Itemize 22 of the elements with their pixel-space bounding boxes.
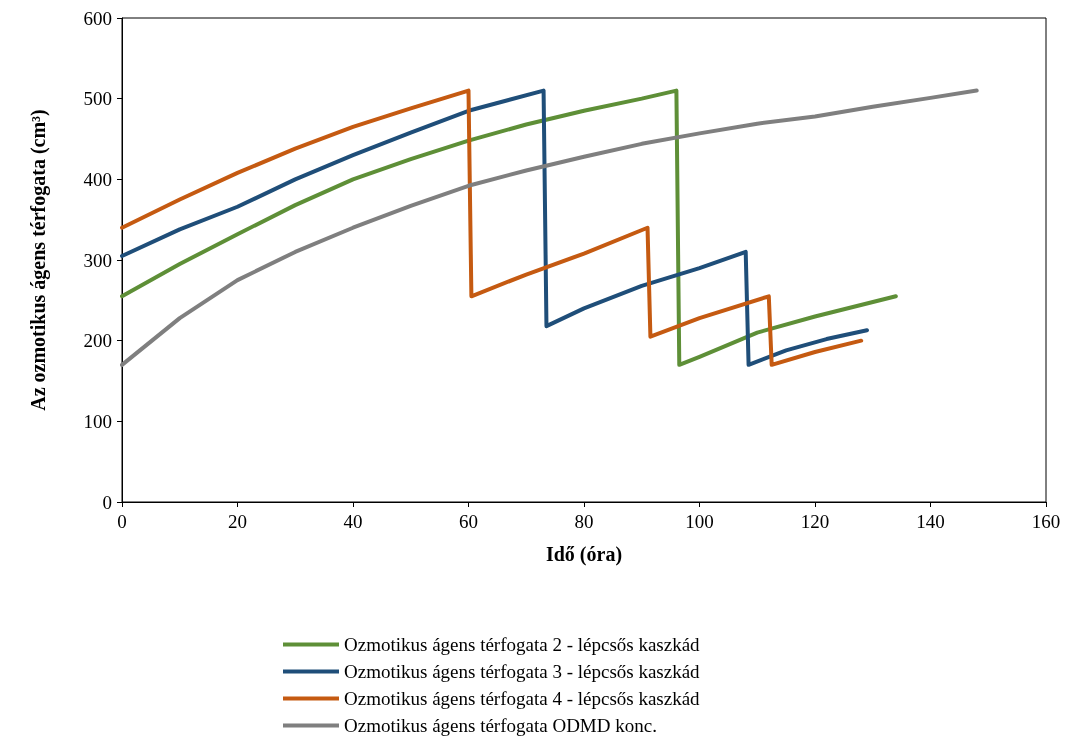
legend-label: Ozmotikus ágens térfogata 3 - lépcsős kaszkád bbox=[344, 661, 701, 682]
legend-label: Ozmotikus ágens térfogata 2 - lépcsős kaszkád bbox=[344, 634, 701, 655]
y-tick-label: 600 bbox=[83, 7, 112, 29]
y-tick-label: 100 bbox=[83, 410, 112, 432]
x-tick-label: 60 bbox=[459, 511, 478, 532]
x-tick-label: 80 bbox=[574, 511, 594, 532]
y-tick-label: 300 bbox=[83, 249, 112, 271]
x-tick-label: 160 bbox=[1031, 511, 1061, 532]
legend-label: Ozmotikus ágens térfogata ODMD konc. bbox=[344, 715, 657, 736]
x-tick-label: 120 bbox=[800, 511, 830, 532]
y-tick-label: 200 bbox=[83, 330, 112, 352]
x-tick-label: 40 bbox=[343, 511, 363, 532]
x-axis-title: Idő (óra) bbox=[545, 543, 623, 566]
x-tick-label: 0 bbox=[117, 511, 127, 532]
legend-label: Ozmotikus ágens térfogata 4 - lépcsős kaszkád bbox=[344, 688, 701, 709]
y-axis-title: Az ozmotikus ágens térfogata (cm³) bbox=[27, 109, 50, 411]
x-tick-label: 100 bbox=[685, 511, 714, 532]
x-tick-label: 20 bbox=[228, 511, 247, 532]
x-tick-label: 140 bbox=[916, 511, 945, 532]
y-tick-label: 0 bbox=[102, 491, 112, 513]
y-tick-label: 500 bbox=[83, 88, 112, 110]
y-tick-label: 400 bbox=[83, 168, 112, 190]
